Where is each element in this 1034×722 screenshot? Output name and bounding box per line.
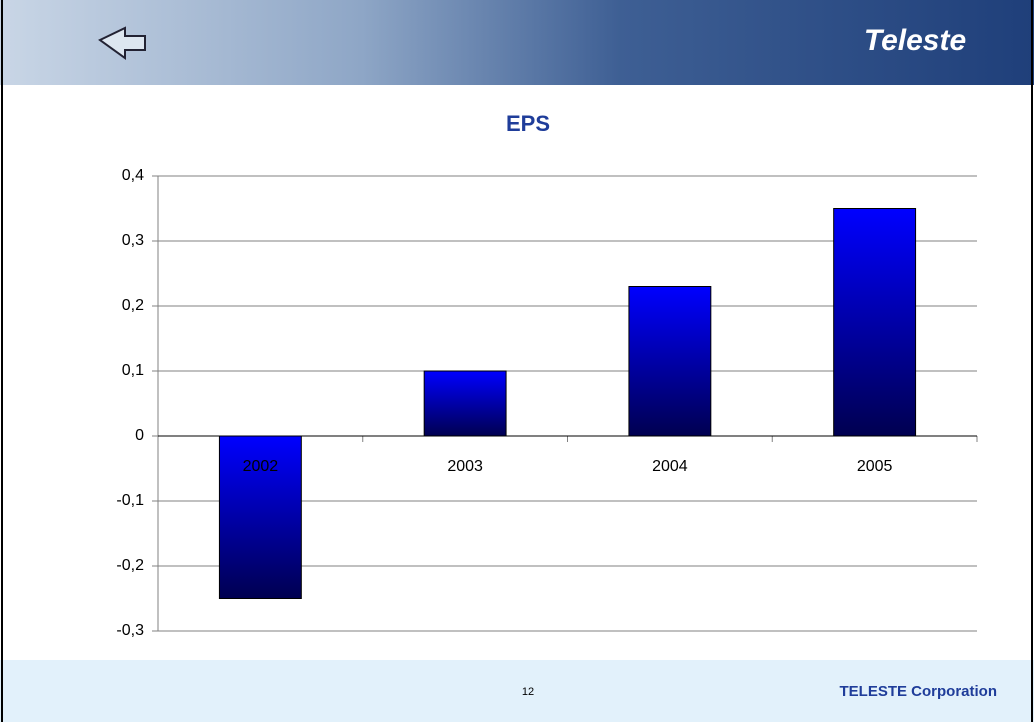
y-tick-label: -0,3 <box>116 622 144 639</box>
y-tick-label: 0,2 <box>122 297 144 314</box>
x-tick-label: 2003 <box>447 458 483 475</box>
footer-band <box>0 660 1034 722</box>
chart-title: EPS <box>506 111 550 136</box>
y-tick-label: -0,1 <box>116 492 144 509</box>
x-tick-label: 2002 <box>243 458 279 475</box>
y-tick-label: 0 <box>135 427 144 444</box>
y-tick-label: 0,3 <box>122 232 144 249</box>
y-tick-label: -0,2 <box>116 557 144 574</box>
logo: Teleste <box>864 24 966 57</box>
page-number: 12 <box>522 686 534 698</box>
x-tick-label: 2005 <box>857 458 893 475</box>
bar <box>833 208 917 437</box>
y-tick-label: 0,1 <box>122 362 144 379</box>
arrow-icon <box>98 26 146 60</box>
y-tick-label: 0,4 <box>122 167 144 184</box>
company-name: TELESTE Corporation <box>840 683 998 700</box>
bar <box>628 286 712 437</box>
x-tick-label: 2004 <box>652 458 688 475</box>
header-banner <box>0 0 1034 85</box>
bar <box>423 370 507 437</box>
bar <box>218 435 302 599</box>
